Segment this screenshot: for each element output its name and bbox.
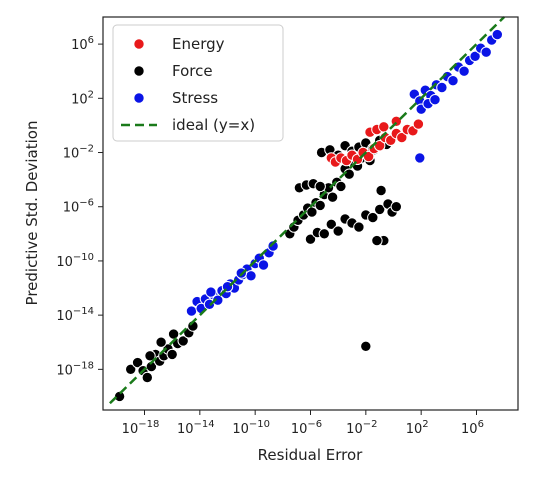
force-point-42: [325, 218, 337, 231]
force-point-16: [155, 336, 167, 348]
legend-label-2: Stress: [172, 89, 218, 107]
ideal-line: [109, 16, 506, 405]
y-tick-label-6: 10−18: [56, 360, 94, 378]
force-point-65: [390, 201, 402, 213]
force-point-17: [167, 328, 180, 340]
x-tick-label-3: 10−6: [291, 419, 322, 437]
force-point-69: [314, 180, 326, 193]
force-point-51: [371, 234, 383, 247]
stress-point-36: [480, 46, 492, 58]
stress-point-34: [469, 50, 481, 62]
x-axis-label: Residual Error: [258, 446, 364, 464]
force-point-2: [131, 356, 144, 369]
force-point-15: [144, 350, 156, 362]
stress-point-38: [491, 28, 503, 41]
energy-point-13: [396, 131, 408, 144]
y-axis-label: Predictive Std. Deviation: [23, 121, 41, 306]
stress-point-32: [458, 65, 470, 77]
stress-point-20: [205, 286, 217, 298]
force-point-0: [113, 390, 126, 403]
force-point-49: [374, 203, 386, 216]
y-tick-label-1: 102: [71, 89, 94, 107]
y-tick-label-4: 10−10: [56, 252, 94, 270]
stress-point-19: [267, 240, 279, 252]
force-point-28: [326, 191, 339, 203]
y-tick-label-0: 106: [71, 35, 94, 53]
legend-label-0: Energy: [172, 35, 225, 53]
force-point-70: [360, 340, 372, 352]
force-point-62: [375, 184, 387, 197]
y-tick-label-2: 10−2: [63, 144, 94, 162]
y-axis-ticks: 106 102 10−2 10−6 10−10 10−14 10−18: [56, 35, 103, 378]
force-point-48: [367, 211, 379, 224]
x-tick-label-1: 10−14: [177, 419, 215, 437]
stress-point-14: [245, 270, 257, 282]
legend-marker-force: [133, 65, 145, 77]
stress-point-41: [429, 94, 441, 106]
force-point-25: [314, 199, 326, 212]
force-point-41: [318, 228, 330, 240]
data-marks: [113, 28, 503, 403]
legend-label-1: Force: [172, 62, 213, 80]
x-tick-label-2: 10−10: [232, 419, 270, 437]
stress-point-6: [212, 294, 224, 306]
x-tick-label-4: 10−2: [346, 419, 377, 437]
force-point-30: [335, 180, 347, 193]
x-tick-label-6: 106: [461, 419, 484, 437]
legend-box: [112, 24, 284, 142]
force-point-46: [353, 221, 365, 233]
force-point-12: [177, 335, 189, 347]
stress-point-17: [257, 259, 270, 271]
legend: Energy Force Stress ideal (y=x): [112, 24, 284, 142]
x-tick-label-0: 10−18: [122, 419, 160, 437]
energy-point-19: [378, 121, 390, 133]
force-point-10: [166, 348, 178, 361]
stress-point-0: [185, 305, 198, 317]
force-point-1: [125, 363, 137, 375]
energy-point-16: [412, 118, 425, 130]
force-point-4: [141, 371, 154, 384]
legend-marker-stress: [133, 92, 145, 104]
x-tick-label-5: 102: [406, 419, 429, 437]
stress-point-28: [436, 81, 448, 94]
stress-point-30: [447, 75, 459, 87]
stress-point-42: [414, 152, 426, 164]
y-tick-label-3: 10−6: [63, 198, 94, 216]
force-point-43: [332, 225, 344, 237]
x-axis-ticks: 10−18 10−14 10−10 10−6 10−2 102 106: [122, 410, 484, 437]
force-point-39: [304, 233, 317, 245]
force-point-32: [343, 168, 355, 180]
legend-marker-energy: [133, 38, 145, 50]
legend-label-3: ideal (y=x): [172, 116, 255, 134]
y-tick-label-5: 10−14: [56, 306, 94, 324]
